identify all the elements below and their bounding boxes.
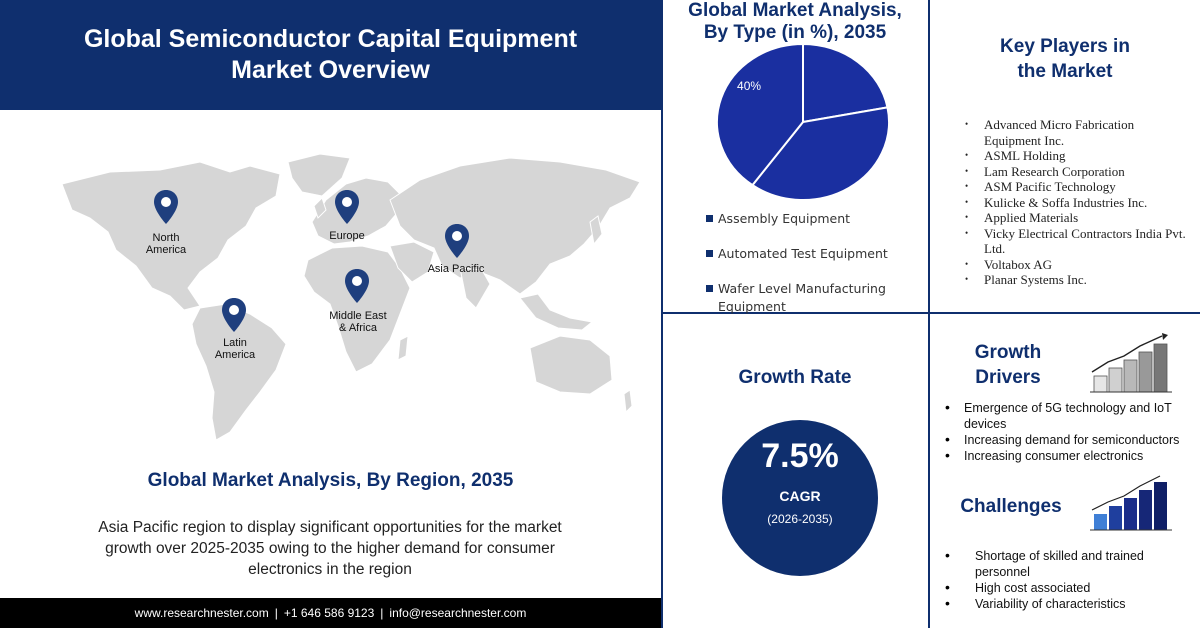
legend-item: Assembly Equipment — [706, 210, 926, 228]
list-item: ASML Holding — [962, 148, 1194, 164]
challenges-list: Shortage of skilled and trained personne… — [944, 547, 1174, 612]
report-title: Global Semiconductor Capital Equipment M… — [0, 0, 661, 110]
middle-east-shape — [389, 241, 435, 283]
list-item: Voltabox AG — [962, 257, 1194, 273]
europe-pin-icon — [335, 190, 359, 224]
new-zealand-shape — [623, 389, 633, 414]
type-title-line-1: Global Market Analysis, — [688, 0, 902, 21]
japan-shape — [589, 215, 603, 246]
list-item: Vicky Electrical Contractors India Pvt. … — [962, 226, 1194, 257]
legend-swatch — [706, 250, 713, 257]
middle-east-africa-pin-icon — [345, 269, 369, 303]
list-item: Applied Materials — [962, 210, 1194, 226]
southeast-asia-shape — [519, 293, 594, 331]
list-item: Planar Systems Inc. — [962, 272, 1194, 288]
footer-website[interactable]: www.researchnester.com — [134, 606, 269, 620]
asia-shape — [389, 157, 641, 295]
footer-separator: | — [380, 606, 384, 620]
title-line-2: Market Overview — [231, 56, 430, 84]
uk-shape — [313, 197, 327, 219]
key-players-title-line-2: the Market — [1017, 61, 1113, 82]
legend-swatch — [706, 215, 713, 222]
pie-slice — [716, 42, 804, 187]
list-item: Kulicke & Soffa Industries Inc. — [962, 195, 1194, 211]
list-item: Emergence of 5G technology and IoT devic… — [944, 399, 1184, 432]
pie-slice — [750, 106, 890, 201]
type-pie-chart: 40% — [715, 42, 891, 202]
region-analysis-title: Global Market Analysis, By Region, 2035 — [147, 470, 514, 491]
legend-item: Automated Test Equipment — [706, 245, 926, 263]
middle-east-africa-label: Middle East & Africa — [329, 310, 387, 334]
footer-email[interactable]: info@researchnester.com — [389, 606, 527, 620]
title-line-1: Global Semiconductor Capital Equipment — [83, 25, 578, 53]
key-players-title: Key Players in the Market — [930, 34, 1200, 84]
key-players-list: Advanced Micro Fabrication Equipment Inc… — [962, 117, 1194, 288]
list-item: Increasing consumer electronics — [944, 447, 1184, 464]
list-item: ASM Pacific Technology — [962, 179, 1194, 195]
cagr-period: (2026-2035) — [767, 512, 833, 526]
europe-label: Europe — [329, 230, 365, 242]
pie-data-label: 40% — [737, 79, 761, 93]
footer-separator: | — [274, 606, 278, 620]
footer-contact-bar: www.researchnester.com | +1 646 586 9123… — [0, 598, 661, 628]
legend-swatch — [706, 285, 713, 292]
list-item: Lam Research Corporation — [962, 164, 1194, 180]
growth-drivers-title: Growth Drivers — [948, 340, 1068, 390]
australia-shape — [529, 335, 613, 395]
cagr-circle: 7.5% CAGR (2026-2035) — [722, 420, 878, 576]
growth-rate-title: Growth Rate — [738, 367, 852, 388]
growth-drivers-title-line-1: Growth — [974, 342, 1042, 363]
footer-phone[interactable]: +1 646 586 9123 — [283, 606, 375, 620]
cagr-value: 7.5% — [761, 437, 839, 475]
latin-america-label: Latin America — [214, 337, 256, 361]
key-players-title-line-1: Key Players in — [1000, 36, 1130, 57]
legend-label: Wafer Level Manufacturing Equipment — [718, 281, 886, 314]
growth-bar-chart-icon — [1090, 333, 1172, 393]
asia-pacific-pin-icon — [445, 224, 469, 258]
latin-america-pin-icon — [222, 298, 246, 332]
divider-vertical-right — [928, 0, 930, 628]
challenges-title: Challenges — [960, 496, 1062, 517]
region-analysis-description: Asia Pacific region to display significa… — [98, 519, 562, 578]
north-america-pin-icon — [154, 190, 178, 224]
pie-slice — [802, 42, 889, 124]
challenges-bar-chart-icon — [1090, 475, 1172, 531]
growth-drivers-list: Emergence of 5G technology and IoT devic… — [944, 399, 1184, 464]
madagascar-shape — [397, 335, 409, 361]
list-item: Increasing demand for semiconductors — [944, 431, 1184, 448]
type-title-line-2: By Type (in %), 2035 — [703, 22, 887, 43]
pie-chart-svg: 40% — [716, 42, 890, 201]
world-map-shapes — [61, 153, 641, 441]
type-analysis-title: Global Market Analysis, By Type (in %), … — [662, 0, 928, 44]
divider-vertical-left — [661, 0, 663, 628]
africa-shape — [303, 245, 411, 373]
legend-item: Wafer Level Manufacturing Equipment — [706, 280, 926, 316]
growth-drivers-title-line-2: Drivers — [975, 367, 1041, 388]
north-america-shape — [61, 161, 281, 311]
cagr-label: CAGR — [779, 488, 821, 504]
india-shape — [459, 267, 491, 309]
north-america-label: North America — [145, 232, 187, 256]
list-item: Shortage of skilled and trained personne… — [944, 547, 1174, 580]
list-item: Variability of characteristics — [944, 595, 1174, 612]
south-america-shape — [191, 303, 287, 441]
pie-legend: Assembly Equipment Automated Test Equipm… — [706, 210, 926, 333]
world-map — [50, 148, 650, 448]
asia-pacific-label: Asia Pacific — [427, 263, 485, 275]
legend-label: Assembly Equipment — [718, 211, 851, 226]
greenland-shape — [287, 153, 351, 197]
legend-label: Automated Test Equipment — [718, 246, 888, 261]
list-item: Advanced Micro Fabrication Equipment Inc… — [962, 117, 1194, 148]
divider-horizontal — [661, 312, 1200, 314]
list-item: High cost associated — [944, 579, 1174, 596]
